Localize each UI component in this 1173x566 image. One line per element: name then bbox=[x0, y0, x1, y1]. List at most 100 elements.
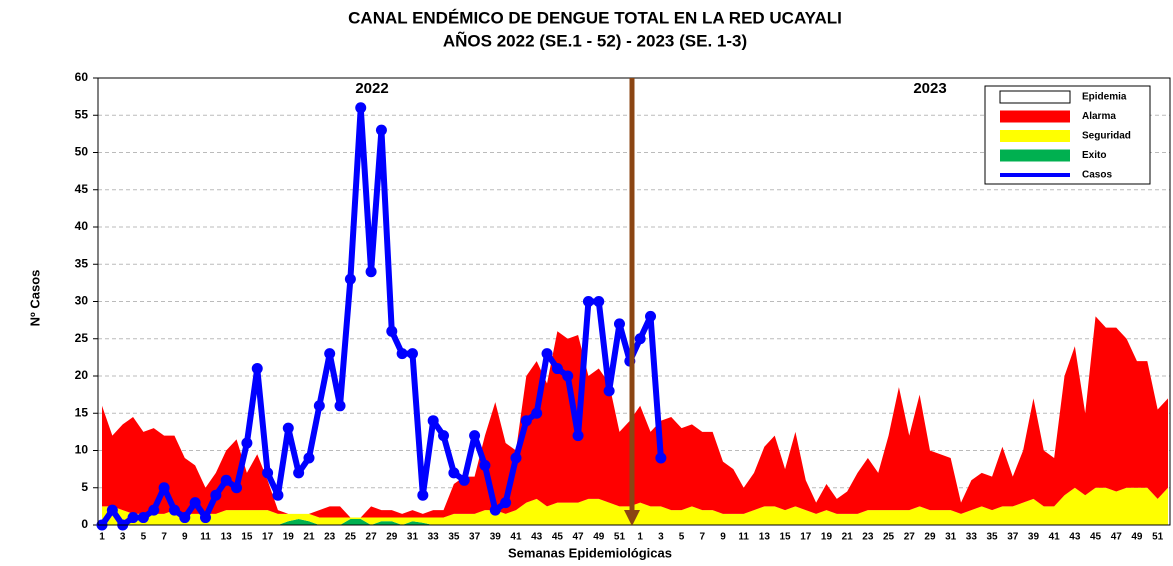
x-tick-label: 37 bbox=[469, 532, 481, 543]
cases-marker bbox=[479, 459, 491, 471]
cases-marker bbox=[148, 504, 160, 516]
x-tick-label: 17 bbox=[262, 532, 274, 543]
legend-label: Casos bbox=[1082, 170, 1112, 181]
x-tick-label: 29 bbox=[386, 532, 398, 543]
cases-marker bbox=[500, 497, 512, 509]
x-tick-label: 25 bbox=[345, 532, 357, 543]
x-tick-label: 3 bbox=[120, 532, 126, 543]
cases-marker bbox=[634, 333, 646, 345]
x-tick-label: 1 bbox=[637, 532, 643, 543]
legend-swatch bbox=[1000, 110, 1070, 123]
cases-marker bbox=[262, 467, 274, 479]
cases-marker bbox=[603, 385, 615, 397]
x-tick-label: 37 bbox=[1007, 532, 1019, 543]
cases-marker bbox=[127, 512, 139, 524]
annotation: 2023 bbox=[913, 80, 946, 97]
cases-marker bbox=[344, 273, 356, 285]
x-tick-label: 45 bbox=[1090, 532, 1102, 543]
legend-swatch bbox=[1000, 149, 1070, 162]
x-tick-label: 41 bbox=[510, 532, 522, 543]
cases-marker bbox=[303, 452, 315, 464]
area-exito bbox=[102, 519, 1168, 525]
x-tick-label: 3 bbox=[658, 532, 664, 543]
cases-marker bbox=[324, 348, 336, 360]
x-tick-label: 15 bbox=[241, 532, 253, 543]
chart-title: CANAL ENDÉMICO DE DENGUE TOTAL EN LA RED… bbox=[348, 8, 842, 27]
y-tick-label: 25 bbox=[75, 331, 89, 345]
x-tick-label: 29 bbox=[924, 532, 936, 543]
cases-marker bbox=[562, 370, 574, 382]
cases-marker bbox=[334, 400, 346, 412]
cases-marker bbox=[272, 489, 284, 501]
x-tick-label: 43 bbox=[1069, 532, 1081, 543]
x-tick-label: 39 bbox=[490, 532, 502, 543]
cases-marker bbox=[137, 512, 149, 524]
cases-marker bbox=[386, 325, 398, 337]
cases-marker bbox=[448, 467, 460, 479]
cases-marker bbox=[531, 407, 543, 419]
x-tick-label: 5 bbox=[141, 532, 147, 543]
y-tick-label: 0 bbox=[81, 517, 88, 531]
x-axis-title: Semanas Epidemiológicas bbox=[508, 545, 672, 560]
x-tick-label: 51 bbox=[1152, 532, 1164, 543]
x-tick-label: 7 bbox=[161, 532, 167, 543]
cases-marker bbox=[655, 452, 667, 464]
legend: Epidemia Alarma Seguridad Exito Casos bbox=[984, 85, 1151, 185]
x-tick-label: 17 bbox=[800, 532, 812, 543]
area-alarma bbox=[102, 316, 1168, 518]
cases-marker bbox=[520, 415, 532, 427]
cases-marker bbox=[427, 415, 439, 427]
y-tick-label: 50 bbox=[75, 145, 89, 159]
cases-marker bbox=[199, 512, 211, 524]
cases-marker bbox=[355, 102, 367, 114]
x-tick-label: 27 bbox=[904, 532, 916, 543]
x-tick-label: 25 bbox=[883, 532, 895, 543]
y-tick-label: 5 bbox=[81, 480, 88, 494]
legend-label: Epidemia bbox=[1082, 92, 1127, 103]
cases-marker bbox=[231, 482, 243, 494]
cases-marker bbox=[179, 512, 191, 524]
x-tick-label: 21 bbox=[303, 532, 315, 543]
cases-marker bbox=[489, 504, 501, 516]
x-tick-label: 47 bbox=[573, 532, 585, 543]
cases-marker bbox=[593, 296, 605, 307]
x-tick-label: 23 bbox=[324, 532, 336, 543]
cases-marker bbox=[189, 497, 201, 509]
x-tick-label: 51 bbox=[614, 532, 626, 543]
cases-marker bbox=[417, 489, 429, 501]
x-tick-label: 39 bbox=[1028, 532, 1040, 543]
x-tick-label: 13 bbox=[221, 532, 233, 543]
x-tick-label: 19 bbox=[821, 532, 833, 543]
y-tick-label: 35 bbox=[75, 256, 89, 270]
cases-marker bbox=[220, 474, 232, 486]
cases-marker bbox=[458, 474, 470, 486]
cases-marker bbox=[375, 124, 387, 136]
cases-marker bbox=[469, 430, 481, 442]
x-tick-label: 27 bbox=[366, 532, 378, 543]
x-tick-label: 47 bbox=[1111, 532, 1123, 543]
x-tick-label: 31 bbox=[945, 532, 957, 543]
cases-marker bbox=[551, 363, 563, 375]
cases-marker bbox=[365, 266, 377, 278]
y-tick-label: 40 bbox=[75, 219, 89, 233]
cases-marker bbox=[293, 467, 305, 479]
y-tick-label: 55 bbox=[75, 107, 89, 121]
cases-marker bbox=[572, 430, 584, 442]
x-tick-label: 7 bbox=[699, 532, 705, 543]
x-tick-label: 31 bbox=[407, 532, 419, 543]
x-tick-label: 11 bbox=[200, 532, 211, 543]
y-tick-label: 10 bbox=[75, 443, 89, 457]
cases-marker bbox=[168, 504, 180, 516]
x-tick-label: 9 bbox=[182, 532, 188, 543]
x-tick-label: 19 bbox=[283, 532, 295, 543]
x-tick-label: 21 bbox=[842, 532, 854, 543]
y-tick-label: 30 bbox=[75, 294, 89, 308]
y-tick-label: 20 bbox=[75, 368, 89, 382]
cases-marker bbox=[541, 348, 553, 360]
area-seguridad bbox=[102, 487, 1168, 525]
y-tick-label: 15 bbox=[75, 405, 89, 419]
cases-marker bbox=[282, 422, 294, 434]
week-marker-arrow bbox=[624, 78, 640, 526]
areas bbox=[102, 316, 1168, 525]
